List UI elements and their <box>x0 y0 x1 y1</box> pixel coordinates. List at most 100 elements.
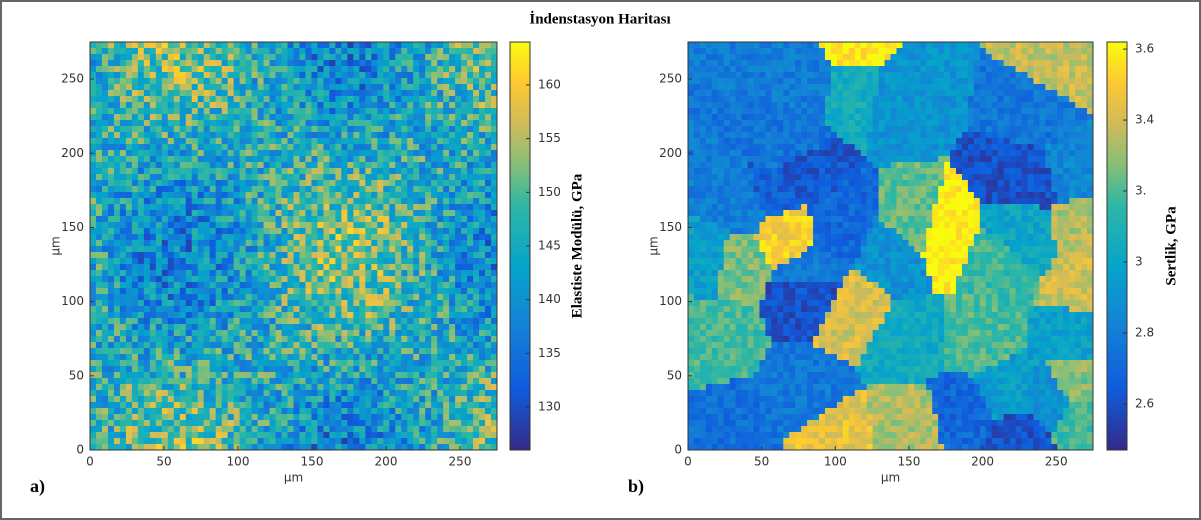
heatmap-cell <box>119 222 127 229</box>
heatmap-cell <box>137 192 145 199</box>
heatmap-cell <box>167 156 175 163</box>
heatmap-cell <box>137 444 145 451</box>
heatmap-cell <box>491 204 498 211</box>
heatmap-cell <box>275 150 283 157</box>
heatmap-cell <box>149 312 157 319</box>
heatmap-cell <box>335 396 342 403</box>
heatmap-cell <box>293 108 300 115</box>
heatmap-cell <box>95 246 103 253</box>
heatmap-cell <box>275 78 283 85</box>
heatmap-cell <box>263 216 271 223</box>
heatmap-cell <box>257 390 265 397</box>
heatmap-cell <box>209 54 217 61</box>
heatmap-cell <box>95 42 103 49</box>
heatmap-cell <box>467 240 474 247</box>
heatmap-cell <box>413 384 420 391</box>
heatmap-cell <box>485 150 492 157</box>
heatmap-cell <box>419 42 426 49</box>
heatmap-cell <box>431 48 438 55</box>
heatmap-cell <box>699 228 707 235</box>
heatmap-cell <box>431 162 438 169</box>
heatmap-cell <box>113 192 121 199</box>
heatmap-cell <box>401 444 408 451</box>
heatmap-cell <box>281 324 289 331</box>
heatmap-cell <box>203 300 211 307</box>
heatmap-cell <box>263 252 271 259</box>
heatmap-cell <box>197 438 205 445</box>
heatmap-cell <box>455 330 462 337</box>
heatmap-cell <box>197 336 205 343</box>
heatmap-cell <box>395 48 402 55</box>
heatmap-cell <box>389 372 396 379</box>
heatmap-cell <box>257 330 265 337</box>
heatmap-cell <box>699 240 707 247</box>
heatmap-cell <box>137 396 145 403</box>
heatmap-cell <box>155 132 163 139</box>
heatmap-cell <box>705 348 713 355</box>
heatmap-cell <box>293 384 300 391</box>
heatmap-cell <box>359 270 366 277</box>
heatmap-cell <box>389 144 396 151</box>
heatmap-cell <box>425 252 432 259</box>
heatmap-cell <box>377 414 384 421</box>
heatmap-cell <box>359 234 366 241</box>
heatmap-cell <box>131 336 139 343</box>
heatmap-cell <box>281 132 289 139</box>
heatmap-cell <box>365 204 372 211</box>
heatmap-cell <box>407 360 414 367</box>
heatmap-cell <box>693 234 701 241</box>
heatmap-cell <box>179 330 187 337</box>
heatmap-cell <box>203 402 211 409</box>
heatmap-cell <box>491 186 498 193</box>
heatmap-cell <box>479 366 486 373</box>
heatmap-cell <box>455 354 462 361</box>
heatmap-cell <box>377 66 384 73</box>
heatmap-cell <box>693 120 701 127</box>
heatmap-cell <box>131 168 139 175</box>
heatmap-cell <box>119 264 127 271</box>
heatmap-cell <box>239 294 247 301</box>
heatmap-cell <box>443 60 450 67</box>
heatmap-cell <box>239 438 247 445</box>
heatmap-cell <box>473 294 480 301</box>
heatmap-cell <box>699 330 707 337</box>
heatmap-cell <box>119 96 127 103</box>
heatmap-cell <box>137 294 145 301</box>
heatmap-cell <box>467 264 474 271</box>
heatmap-cell <box>233 408 241 415</box>
heatmap-cell <box>329 210 336 217</box>
heatmap-cell <box>113 162 121 169</box>
heatmap-cell <box>167 426 175 433</box>
heatmap-cell <box>299 246 306 253</box>
heatmap-cell <box>341 108 348 115</box>
heatmap-cell <box>419 96 426 103</box>
heatmap-cell <box>275 120 283 127</box>
heatmap-cell <box>119 48 127 55</box>
heatmap-cell <box>449 390 456 397</box>
heatmap-cell <box>431 312 438 319</box>
heatmap-cell <box>395 336 402 343</box>
heatmap-cell <box>245 228 253 235</box>
heatmap-cell <box>131 48 139 55</box>
heatmap-cell <box>699 252 707 259</box>
heatmap-cell <box>711 54 719 61</box>
heatmap-cell <box>693 276 701 283</box>
heatmap-cell <box>167 120 175 127</box>
heatmap-cell <box>203 438 211 445</box>
heatmap-cell <box>461 312 468 319</box>
heatmap-cell <box>191 258 199 265</box>
heatmap-cell <box>329 198 336 205</box>
heatmap-cell <box>359 426 366 433</box>
heatmap-cell <box>221 54 229 61</box>
heatmap-cell <box>209 288 217 295</box>
heatmap-cell <box>711 138 719 145</box>
heatmap-cell <box>353 252 360 259</box>
heatmap-cell <box>329 192 336 199</box>
heatmap-cell <box>299 144 306 151</box>
heatmap-cell <box>371 300 378 307</box>
heatmap-cell <box>311 276 318 283</box>
heatmap-cell <box>467 258 474 265</box>
heatmap-cell <box>473 288 480 295</box>
heatmap-cell <box>425 426 432 433</box>
heatmap-cell <box>221 120 229 127</box>
